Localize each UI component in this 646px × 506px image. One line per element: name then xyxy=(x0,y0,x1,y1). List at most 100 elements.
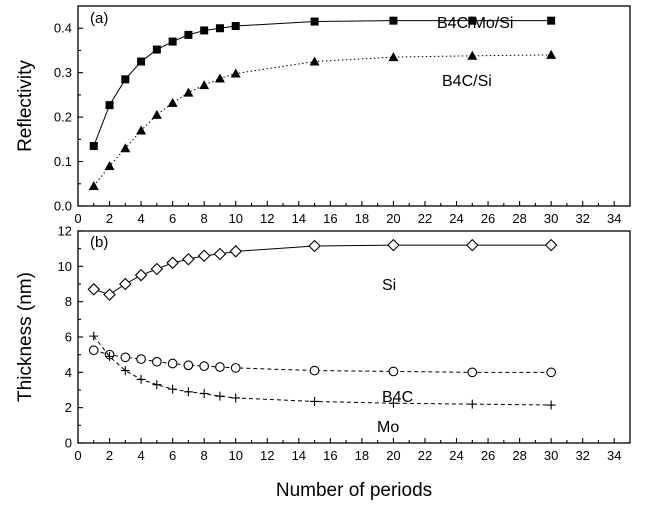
x-tick-label-a: 26 xyxy=(481,211,495,226)
point-si xyxy=(87,283,101,296)
point-b4c xyxy=(183,360,194,371)
point-b4c-mo-si xyxy=(215,24,224,33)
point-b4c-si xyxy=(230,68,241,78)
x-tick-label-b: 12 xyxy=(260,448,274,463)
point-b4c-si xyxy=(167,97,178,107)
series-line-b4c xyxy=(93,349,552,373)
y-tick-label-b: 4 xyxy=(65,365,72,380)
point-si xyxy=(182,252,195,266)
x-tick-label-b: 28 xyxy=(512,448,526,463)
panel-b-plot-area xyxy=(87,238,558,410)
point-si xyxy=(544,238,558,252)
point-mo xyxy=(168,384,178,394)
y-tick-label-a: 0.2 xyxy=(54,110,72,125)
y-tick-label-b: 10 xyxy=(58,259,72,274)
y-tick-label-b: 2 xyxy=(65,400,72,415)
point-b4c-mo-si xyxy=(468,16,477,25)
x-tick-label-a: 30 xyxy=(544,211,558,226)
panel-b-frame xyxy=(77,230,631,444)
point-b4c xyxy=(230,363,241,373)
point-si xyxy=(134,268,148,282)
point-b4c-mo-si xyxy=(152,45,161,54)
panel-a-plot-area xyxy=(88,16,557,190)
point-si xyxy=(166,256,179,270)
point-b4c-si xyxy=(136,125,147,135)
point-mo xyxy=(231,393,241,403)
x-tick-label-a: 34 xyxy=(607,211,621,226)
x-tick-label-b: 20 xyxy=(386,448,400,463)
point-b4c-si xyxy=(309,56,320,66)
x-tick-label-a: 8 xyxy=(201,211,208,226)
y-tick-label-a: 0.0 xyxy=(54,199,72,214)
x-tick-label-b: 22 xyxy=(418,448,432,463)
point-b4c-mo-si xyxy=(231,22,240,30)
x-tick-label-b: 10 xyxy=(228,448,242,463)
point-si xyxy=(308,239,321,253)
x-tick-label-a: 6 xyxy=(169,211,176,226)
point-mo xyxy=(105,351,115,361)
x-tick-label-b: 26 xyxy=(481,448,495,463)
panel-a-axes: 0 2 4 6 8 10 12 14 16 18 20 22 24 26 28 30 32 340.00.10.2… xyxy=(54,21,622,226)
point-mo xyxy=(136,374,146,384)
point-b4c xyxy=(136,354,146,364)
point-si xyxy=(466,238,479,252)
series-line-b4c-si xyxy=(93,54,552,187)
series-label-mo: Mo xyxy=(377,419,399,436)
point-b4c-mo-si xyxy=(389,16,398,25)
point-mo xyxy=(215,391,225,401)
x-tick-label-b: 0 xyxy=(74,448,81,463)
y-tick-label-a: 0.4 xyxy=(54,21,72,36)
point-b4c-mo-si xyxy=(121,75,130,84)
x-tick-label-a: 10 xyxy=(228,211,242,226)
point-b4c xyxy=(199,361,210,372)
point-si xyxy=(229,245,242,258)
x-tick-label-b: 14 xyxy=(292,448,306,463)
point-b4c xyxy=(546,367,556,378)
series-line-si xyxy=(93,244,552,296)
x-tick-label-b: 8 xyxy=(201,448,208,463)
point-si xyxy=(150,262,164,276)
series-line-mo xyxy=(93,335,552,406)
x-tick-label-a: 12 xyxy=(260,211,274,226)
point-b4c xyxy=(152,356,162,367)
point-b4c xyxy=(88,345,99,356)
series-label-b4c-mo-si: B4C/Mo/Si xyxy=(437,15,513,32)
panel-a-frame xyxy=(77,5,631,207)
panel-a: (a) Reflectivity 0 2 4 6 8 10 12 14 16 18 20 22 24 26… xyxy=(15,5,631,226)
x-tick-label-a: 0 xyxy=(74,211,81,226)
point-b4c xyxy=(215,362,225,372)
x-tick-label-a: 18 xyxy=(355,211,369,226)
point-si xyxy=(119,277,132,291)
point-b4c-si xyxy=(214,73,225,83)
point-b4c-si xyxy=(151,109,162,119)
x-tick-label-a: 20 xyxy=(386,211,400,226)
y-tick-label-a: 0.3 xyxy=(54,65,72,80)
point-b4c xyxy=(309,365,320,376)
point-si xyxy=(197,249,211,263)
point-mo xyxy=(467,399,477,409)
point-mo xyxy=(152,380,162,390)
point-b4c-si xyxy=(546,49,557,59)
point-b4c-mo-si xyxy=(137,57,146,66)
point-b4c-mo-si xyxy=(547,16,556,25)
point-b4c-mo-si xyxy=(168,37,177,46)
panel-b-xlabel: Number of periods xyxy=(276,480,432,501)
point-b4c-mo-si xyxy=(89,142,98,150)
point-b4c-mo-si xyxy=(200,26,209,35)
x-tick-label-a: 24 xyxy=(449,211,463,226)
point-b4c-si xyxy=(467,50,478,60)
x-tick-label-a: 32 xyxy=(575,211,589,226)
y-tick-label-b: 12 xyxy=(58,224,72,239)
x-tick-label-a: 2 xyxy=(106,211,113,226)
x-tick-label-b: 24 xyxy=(449,448,463,463)
point-si xyxy=(103,288,116,301)
x-tick-label-a: 4 xyxy=(137,211,144,226)
point-si xyxy=(213,247,227,261)
panel-b-ylabel: Thickness (nm) xyxy=(15,272,36,402)
point-b4c xyxy=(467,367,478,378)
x-tick-label-b: 30 xyxy=(544,448,558,463)
point-b4c-mo-si xyxy=(184,30,193,39)
